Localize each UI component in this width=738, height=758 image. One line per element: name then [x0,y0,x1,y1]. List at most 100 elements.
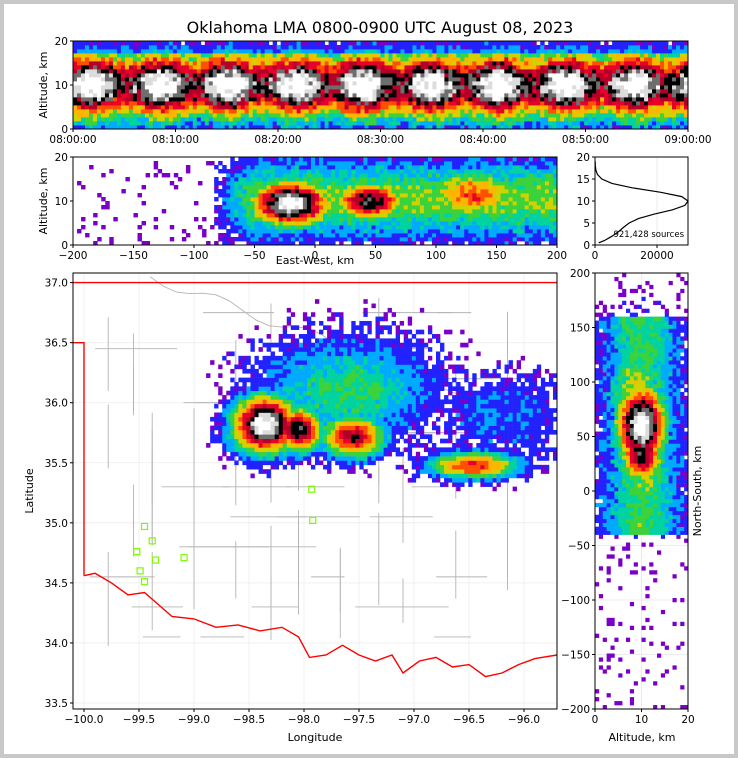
density-cell [424,57,429,62]
density-cell [528,117,533,122]
density-cell [636,97,641,102]
density-cell [304,117,310,122]
density-cell [423,237,429,242]
density-cell [460,157,465,162]
density-cell [315,181,320,186]
density-cell [244,93,250,98]
density-cell [419,157,425,162]
density-cell [192,125,198,129]
density-cell [440,93,445,98]
density-cell [216,125,222,129]
density-cell [120,109,126,114]
density-cell [395,213,401,218]
density-cell [100,49,106,54]
density-cell [379,177,384,182]
density-cell [246,241,251,245]
density-cell [319,241,324,245]
density-cell [304,113,310,118]
density-cell [604,65,609,70]
density-cell [636,65,641,70]
density-cell [216,109,222,114]
density-cell [286,225,292,230]
density-cell [360,109,365,114]
density-cell [292,41,298,46]
density-cell [371,157,376,162]
density-cell [380,41,385,46]
density-cell [360,57,365,62]
density-cell [112,125,118,129]
density-cell [480,45,485,50]
density-cell [148,121,154,126]
density-cell [88,117,94,122]
density-cell [296,45,302,50]
density-cell [388,109,393,114]
density-cell [444,173,449,178]
density-cell [391,225,397,230]
density-cell [396,89,401,94]
density-cell [431,225,437,230]
density-cell [484,85,489,90]
density-cell [336,109,341,114]
density-cell [288,105,294,110]
density-cell [564,73,569,78]
density-cell [344,81,349,86]
density-cell [310,221,316,226]
density-cell [260,89,266,94]
density-cell [568,97,573,102]
density-cell [387,181,393,186]
density-cell [268,81,274,86]
density-cell [372,121,377,126]
density-cell [260,93,266,98]
density-cell [476,97,481,102]
density-cell [440,185,445,190]
density-cell [508,125,513,129]
density-cell [548,113,553,118]
density-cell [652,101,657,106]
density-cell [371,217,376,222]
density-cell [274,205,280,210]
density-cell [144,73,150,78]
density-cell [484,65,489,70]
density-cell [282,157,288,162]
density-cell [73,89,78,94]
density-cell [419,209,425,214]
density-cell [292,65,298,70]
density-cell [184,61,190,66]
density-cell [492,69,497,74]
density-cell [440,73,445,78]
density-cell [488,45,493,50]
density-cell [238,173,243,178]
density-cell [248,61,254,66]
density-cell [456,81,461,86]
density-cell [157,169,163,174]
density-cell [576,117,581,122]
density-cell [652,65,657,70]
density-cell [246,193,251,198]
density-cell [384,61,389,66]
density-cell [376,101,381,106]
density-cell [624,49,629,54]
density-cell [132,101,138,106]
density-cell [128,85,134,90]
density-cell [298,213,304,218]
density-cell [108,61,114,66]
density-cell [680,77,685,82]
density-cell [516,57,521,62]
density-cell [444,45,449,50]
density-cell [242,157,247,162]
density-cell [652,49,657,54]
density-cell [204,57,210,62]
density-cell [464,125,469,129]
density-cell [164,101,170,106]
density-cell [92,57,98,62]
density-cell [380,49,385,54]
density-cell [588,105,593,110]
density-cell [320,117,325,122]
density-cell [244,97,250,102]
density-cell [468,81,473,86]
density-cell [254,185,259,190]
density-cell [192,73,198,78]
density-cell [436,177,441,182]
density-cell [476,189,481,194]
density-cell [556,85,561,90]
